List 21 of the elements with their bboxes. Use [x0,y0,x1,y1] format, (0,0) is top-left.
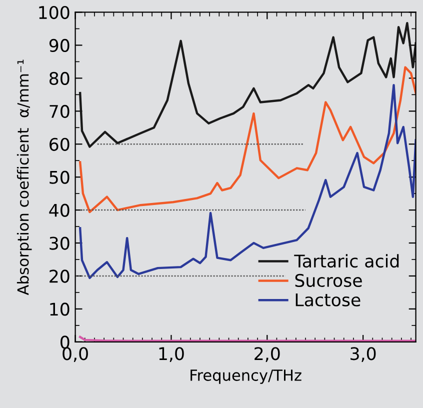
x-axis-title: Frequency/THz [190,370,302,384]
y-tick-label: 30 [50,236,70,250]
y-tick-label: 50 [50,170,70,184]
x-tick-label: 3,0 [350,347,376,362]
legend-label: Lactose [296,294,360,306]
y-tick-label: 100 [39,6,70,20]
y-tick-label: 80 [50,72,70,86]
legend-label: Sucrose [295,274,362,288]
y-tick-label: 20 [50,270,70,283]
x-tick-label: 1,0 [159,347,184,362]
y-tick-label: 10 [50,302,70,316]
y-tick-label: 60 [50,138,70,151]
x-tick-label: 0,0 [62,347,88,362]
y-tick-label: 40 [49,204,70,217]
line-series [78,22,416,148]
legend-label: Tartaric acid [294,254,399,268]
y-axis-title: Absorption coefficient α/mm⁻¹ [16,60,32,296]
y-tick-label: 70 [50,104,70,118]
x-tick-label: 2,0 [254,347,280,362]
line-series [78,66,416,214]
y-tick-label: 90 [49,38,70,52]
